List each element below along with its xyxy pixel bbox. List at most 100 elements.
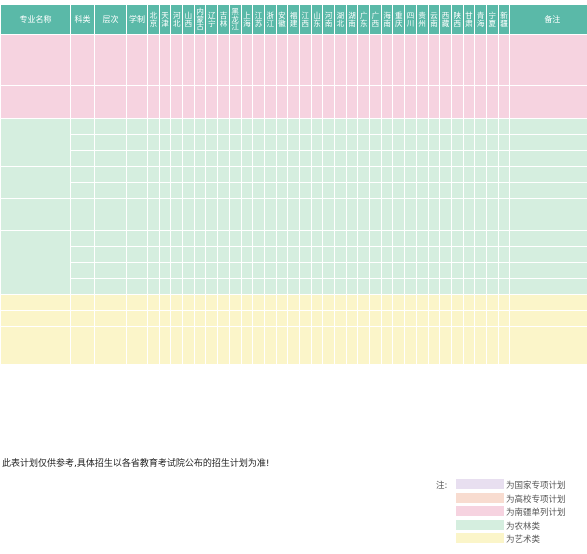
table-row [0, 310, 587, 327]
legend-swatch [456, 479, 504, 489]
quota-cell [287, 246, 300, 263]
quota-cell [497, 150, 511, 167]
header-cell: 宁夏 [485, 4, 499, 35]
quota-cell [310, 230, 324, 247]
duration-cell [126, 262, 148, 279]
quota-cell [497, 326, 511, 365]
quota-cell [205, 34, 219, 86]
quota-cell [439, 182, 452, 199]
quota-cell [170, 198, 184, 231]
quota-cell [450, 278, 464, 295]
quota-cell [287, 198, 300, 231]
quota-cell [404, 198, 417, 231]
quota-cell [170, 118, 184, 135]
table-row [0, 230, 587, 295]
quota-cell [404, 230, 417, 247]
quota-cell [369, 134, 382, 151]
quota-cell [415, 166, 429, 183]
level-cell [94, 85, 127, 119]
quota-cell [193, 310, 207, 327]
quota-cell [380, 326, 394, 365]
quota-cell [415, 294, 429, 311]
quota-cell [275, 230, 289, 247]
quota-cell [182, 326, 195, 365]
quota-cell [334, 278, 347, 295]
quota-cell [252, 230, 265, 247]
quota-cell [497, 34, 511, 86]
quota-cell [147, 182, 160, 199]
quota-cell [462, 150, 476, 167]
quota-cell [240, 85, 254, 119]
quota-cell [485, 85, 499, 119]
quota-cell [427, 246, 441, 263]
quota-cell [450, 134, 464, 151]
quota-cell [404, 246, 417, 263]
quota-cell [263, 262, 277, 279]
category-cell [70, 198, 95, 231]
quota-cell [322, 85, 335, 119]
quota-cell [205, 118, 219, 135]
quota-cell [334, 198, 347, 231]
quota-cell [158, 118, 172, 135]
quota-cell [369, 230, 382, 247]
quota-cell [252, 246, 265, 263]
header-cell: 河南 [322, 4, 335, 35]
quota-cell [485, 262, 499, 279]
level-cell [94, 150, 127, 167]
quota-cell [345, 166, 359, 183]
remark-cell [509, 294, 587, 311]
quota-cell [298, 134, 312, 151]
quota-cell [298, 150, 312, 167]
quota-cell [439, 198, 452, 231]
quota-cell [427, 182, 441, 199]
quota-cell [147, 246, 160, 263]
quota-cell [404, 294, 417, 311]
quota-cell [310, 326, 324, 365]
quota-cell [322, 230, 335, 247]
quota-cell [462, 182, 476, 199]
quota-cell [392, 118, 406, 135]
quota-cell [217, 294, 230, 311]
quota-cell [252, 166, 265, 183]
legend-item: 为国家专项计划 [456, 479, 587, 491]
quota-cell [182, 166, 195, 183]
quota-cell [240, 278, 254, 295]
remark-cell [509, 85, 587, 119]
header-cell: 甘肃 [462, 4, 476, 35]
quota-cell [205, 326, 219, 365]
quota-cell [462, 230, 476, 247]
quota-cell [310, 134, 324, 151]
remark-cell [509, 134, 587, 151]
quota-cell [182, 294, 195, 311]
quota-cell [275, 134, 289, 151]
duration-cell [126, 134, 148, 151]
quota-cell [263, 150, 277, 167]
header-cell: 河北 [170, 4, 184, 35]
quota-cell [193, 198, 207, 231]
quota-cell [263, 134, 277, 151]
quota-cell [147, 150, 160, 167]
header-cell: 西藏 [439, 4, 452, 35]
quota-cell [380, 182, 394, 199]
table-row [0, 326, 587, 365]
header-cell: 内蒙古 [193, 4, 207, 35]
quota-cell [474, 166, 487, 183]
quota-cell [298, 262, 312, 279]
quota-cell [334, 294, 347, 311]
quota-cell [147, 310, 160, 327]
quota-cell [497, 246, 511, 263]
quota-cell [263, 310, 277, 327]
quota-cell [275, 294, 289, 311]
quota-cell [427, 166, 441, 183]
category-cell [70, 294, 95, 311]
quota-cell [228, 118, 242, 135]
quota-cell [205, 134, 219, 151]
quota-cell [462, 310, 476, 327]
quota-cell [345, 326, 359, 365]
quota-cell [228, 246, 242, 263]
legend-item: 为南疆单列计划 [456, 506, 587, 518]
quota-cell [158, 198, 172, 231]
table-row [0, 85, 587, 119]
quota-cell [205, 150, 219, 167]
quota-cell [415, 85, 429, 119]
